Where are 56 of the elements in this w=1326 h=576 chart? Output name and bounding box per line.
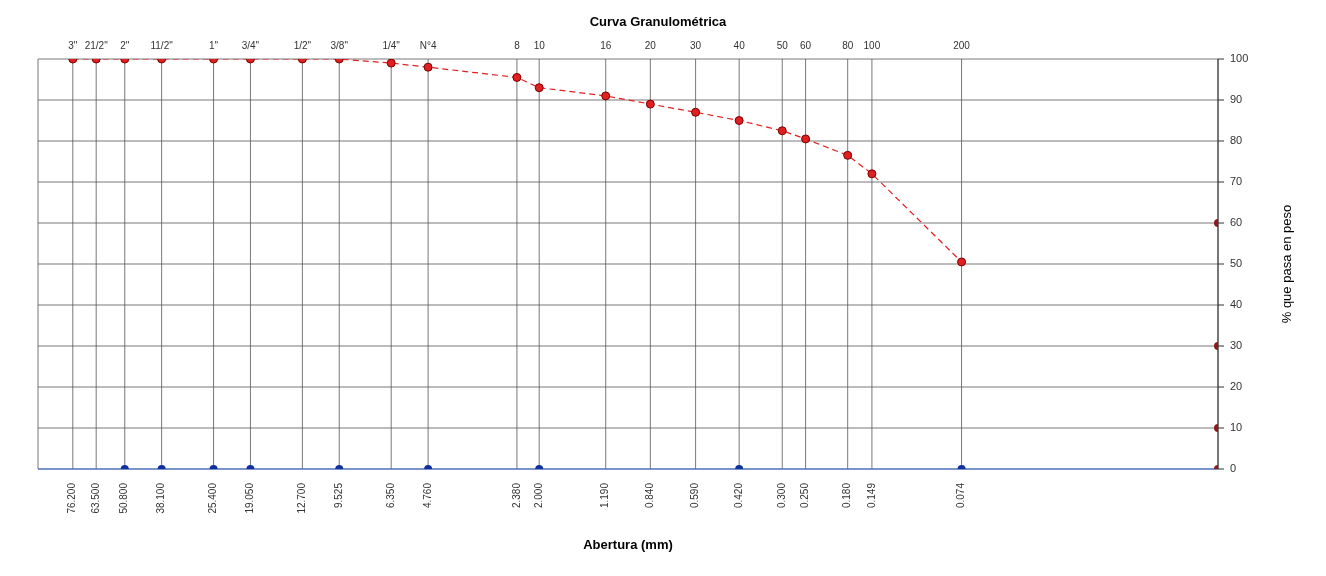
text: 20 xyxy=(644,40,657,51)
x-tick-label: 6.350 xyxy=(384,482,396,509)
text: 2" xyxy=(120,40,130,51)
text: 30 xyxy=(690,40,702,51)
text: 16 xyxy=(600,40,612,51)
y-tick-label: 60 xyxy=(1230,215,1243,228)
x-tick-label: 19.050 xyxy=(244,482,256,514)
text: 8 xyxy=(514,40,521,51)
text: 11/2" xyxy=(150,40,174,51)
x-tick-label: 0.420 xyxy=(732,482,744,509)
y-tick-label: 100 xyxy=(1230,51,1249,64)
y-tick-label: 80 xyxy=(1230,133,1243,146)
text: 80 xyxy=(842,40,854,51)
x-tick-label: 25.400 xyxy=(207,482,219,514)
x-tick-label: 63.500 xyxy=(89,482,101,514)
y-tick-label: 10 xyxy=(1230,420,1243,433)
x-tick-label: 50.800 xyxy=(118,482,130,514)
text: 10 xyxy=(533,40,546,51)
x-tick-label: 0.590 xyxy=(689,482,701,509)
text: 200 xyxy=(953,40,971,51)
text: 21/2" xyxy=(84,40,109,51)
x-tick-label: 0.300 xyxy=(775,482,787,509)
x-axis-title: Abertura (mm) xyxy=(583,537,673,552)
text: 40 xyxy=(733,40,746,51)
text: 1/2" xyxy=(293,40,312,51)
x-tick-label: 38.100 xyxy=(155,482,167,514)
x-tick-label: 2.380 xyxy=(510,482,522,509)
x-tick-label: 0.149 xyxy=(865,482,877,509)
y-tick-label: 30 xyxy=(1230,338,1243,351)
y-axis-title: % que pasa en peso xyxy=(1278,204,1294,324)
x-tick-label: 9.525 xyxy=(332,482,344,509)
text: 3" xyxy=(68,40,78,51)
x-tick-label: 0.250 xyxy=(799,482,811,509)
y-tick-label: 20 xyxy=(1230,379,1243,392)
text: 100 xyxy=(863,40,881,51)
text: 3/4" xyxy=(241,40,260,51)
x-tick-label: 0.840 xyxy=(643,482,655,509)
x-tick-label: 4.760 xyxy=(421,482,433,509)
x-tick-label: 1.190 xyxy=(599,482,611,509)
text: 60 xyxy=(800,40,812,51)
x-tick-label: 2.000 xyxy=(532,482,544,509)
chart-title: Curva Granulométrica xyxy=(588,14,728,29)
y-tick-label: 40 xyxy=(1230,297,1243,310)
text: 1" xyxy=(209,40,219,51)
x-tick-label: 0.180 xyxy=(841,482,853,509)
text: 1/4" xyxy=(382,40,401,51)
y-tick-label: 50 xyxy=(1230,256,1243,269)
y-tick-label: 70 xyxy=(1230,174,1243,187)
y-tick-label: 90 xyxy=(1230,92,1243,105)
text: N°4 xyxy=(419,40,437,51)
x-tick-label: 76.200 xyxy=(66,482,78,514)
y-tick-label: 0 xyxy=(1230,461,1237,474)
x-tick-label: 12.700 xyxy=(296,482,308,514)
x-tick-label: 0.074 xyxy=(955,482,967,509)
text: 3/8" xyxy=(330,40,349,51)
text: 50 xyxy=(776,40,789,51)
